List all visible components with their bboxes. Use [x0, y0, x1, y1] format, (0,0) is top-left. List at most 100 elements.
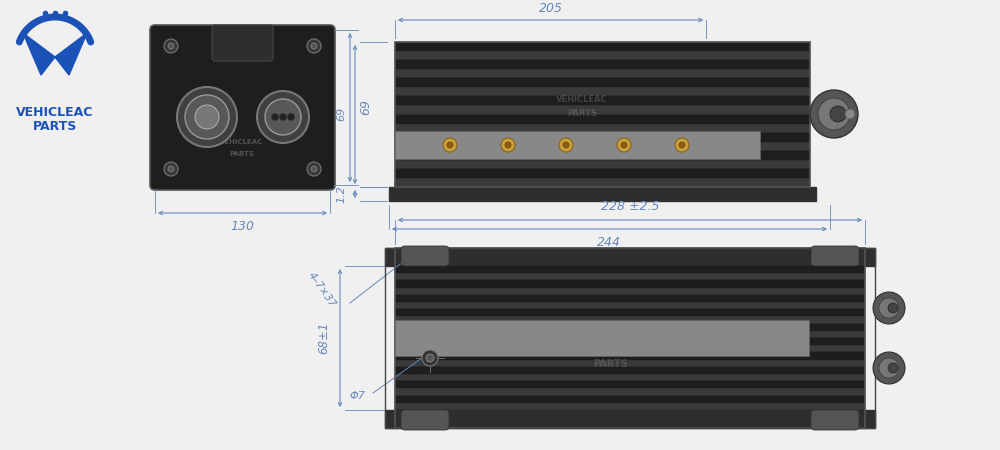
Polygon shape	[23, 33, 55, 75]
FancyBboxPatch shape	[150, 25, 335, 190]
Text: VEHICLEAC: VEHICLEAC	[556, 94, 608, 104]
Circle shape	[617, 138, 631, 152]
Circle shape	[675, 138, 689, 152]
Text: 1.2: 1.2	[336, 185, 346, 203]
Circle shape	[168, 166, 174, 172]
Bar	[395, 160, 810, 169]
Circle shape	[879, 298, 899, 318]
Circle shape	[501, 138, 515, 152]
Bar	[395, 352, 865, 360]
Bar	[395, 273, 865, 280]
Circle shape	[443, 138, 457, 152]
Circle shape	[879, 358, 899, 378]
Bar	[395, 133, 810, 142]
Bar	[395, 105, 810, 114]
Circle shape	[679, 142, 685, 148]
Bar	[395, 309, 865, 316]
Text: PARTS: PARTS	[33, 121, 77, 134]
Text: PARTS: PARTS	[230, 151, 254, 157]
FancyBboxPatch shape	[811, 246, 859, 266]
Bar	[395, 248, 865, 428]
Circle shape	[307, 162, 321, 176]
Bar	[395, 42, 810, 187]
Bar	[395, 51, 810, 60]
Bar	[385, 248, 875, 428]
FancyBboxPatch shape	[401, 410, 449, 430]
Bar	[395, 87, 810, 96]
Circle shape	[888, 303, 898, 313]
Bar	[395, 396, 865, 403]
Circle shape	[311, 166, 317, 172]
Bar	[395, 266, 865, 273]
Text: 244: 244	[597, 237, 621, 249]
Circle shape	[272, 113, 278, 121]
Bar	[395, 178, 810, 187]
Text: Φ7: Φ7	[349, 391, 365, 401]
Circle shape	[505, 142, 511, 148]
Circle shape	[873, 352, 905, 384]
Circle shape	[185, 95, 229, 139]
Bar	[395, 345, 865, 352]
Bar	[395, 69, 810, 78]
Text: 69: 69	[360, 99, 372, 115]
Circle shape	[280, 113, 287, 121]
Circle shape	[311, 43, 317, 49]
Circle shape	[177, 87, 237, 147]
Circle shape	[888, 363, 898, 373]
Bar	[395, 169, 810, 178]
Circle shape	[845, 109, 855, 119]
Bar	[395, 78, 810, 87]
Bar	[385, 248, 875, 266]
FancyBboxPatch shape	[811, 410, 859, 430]
Circle shape	[257, 91, 309, 143]
Bar	[395, 131, 760, 159]
Bar	[395, 320, 809, 356]
Text: 68±1: 68±1	[318, 322, 330, 354]
Text: VEHICLEAC: VEHICLEAC	[220, 139, 264, 145]
Bar	[395, 388, 865, 396]
Bar	[395, 403, 865, 410]
Bar	[395, 280, 865, 288]
Bar	[389, 187, 816, 201]
Bar	[395, 338, 865, 345]
Circle shape	[265, 99, 301, 135]
Bar	[385, 410, 875, 428]
Bar	[395, 324, 865, 331]
Text: 4–7×37: 4–7×37	[306, 270, 338, 310]
Circle shape	[818, 98, 850, 130]
Circle shape	[621, 142, 627, 148]
FancyBboxPatch shape	[401, 246, 449, 266]
Circle shape	[288, 113, 294, 121]
Bar	[395, 381, 865, 388]
Text: 205: 205	[539, 1, 563, 14]
Circle shape	[164, 39, 178, 53]
Circle shape	[830, 106, 846, 122]
Bar	[395, 360, 865, 367]
Bar	[395, 331, 865, 338]
Bar	[395, 142, 810, 151]
Bar	[395, 96, 810, 105]
Bar	[395, 374, 865, 381]
Bar	[395, 124, 810, 133]
Polygon shape	[55, 33, 87, 75]
Bar	[395, 302, 865, 309]
Text: 130: 130	[230, 220, 254, 234]
Bar	[395, 288, 865, 295]
Circle shape	[559, 138, 573, 152]
Circle shape	[422, 350, 438, 366]
Bar	[395, 42, 810, 51]
Bar	[395, 367, 865, 374]
Bar	[395, 295, 865, 302]
Circle shape	[563, 142, 569, 148]
Circle shape	[307, 39, 321, 53]
Text: PARTS: PARTS	[567, 109, 597, 118]
Bar	[395, 151, 810, 160]
Text: PARTS: PARTS	[593, 359, 627, 369]
Bar	[395, 114, 810, 124]
FancyBboxPatch shape	[212, 25, 273, 61]
Bar	[395, 316, 865, 324]
Circle shape	[426, 354, 434, 362]
Circle shape	[195, 105, 219, 129]
Circle shape	[873, 292, 905, 324]
Text: 69: 69	[336, 107, 346, 121]
